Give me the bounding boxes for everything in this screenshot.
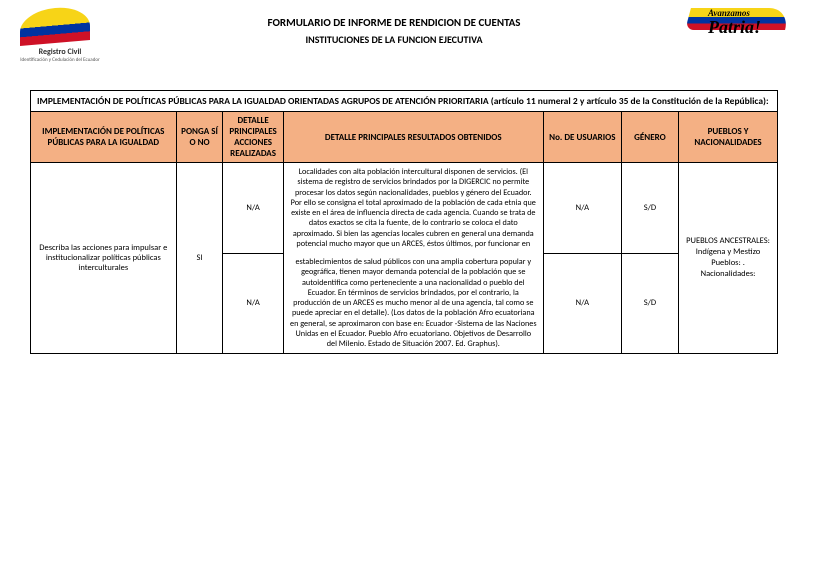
cell-usuarios-2: N/A bbox=[543, 253, 621, 354]
cell-acciones: Describa las acciones para impulsar e in… bbox=[31, 163, 177, 354]
section-title-row: IMPLEMENTACIÓN DE POLÍTICAS PÚBLICAS PAR… bbox=[31, 91, 778, 112]
page-header: Registro Civil Identificación y Cedulaci… bbox=[0, 0, 818, 90]
cell-detalle-resultados-1: Localidades con alta población intercult… bbox=[283, 163, 543, 254]
col-header-6: GÉNERO bbox=[621, 112, 678, 163]
logo-registro-civil: Registro Civil Identificación y Cedulaci… bbox=[20, 8, 100, 68]
header-titles: FORMULARIO DE INFORME DE RENDICION DE CU… bbox=[100, 8, 688, 46]
cell-si-no: SI bbox=[176, 163, 223, 354]
cell-usuarios-1: N/A bbox=[543, 163, 621, 254]
col-header-7: PUEBLOS Y NACIONALIDADES bbox=[679, 112, 778, 163]
header-title-1: FORMULARIO DE INFORME DE RENDICION DE CU… bbox=[100, 16, 688, 29]
cell-detalle-acciones-2: N/A bbox=[223, 253, 283, 354]
col-header-1: IMPLEMENTACIÓN DE POLÍTICAS PÚBLICAS PAR… bbox=[31, 112, 177, 163]
cell-genero-1: S/D bbox=[621, 163, 678, 254]
cell-detalle-resultados-2: establecimientos de salud públicos con u… bbox=[283, 253, 543, 354]
main-table: IMPLEMENTACIÓN DE POLÍTICAS PÚBLICAS PAR… bbox=[30, 90, 778, 354]
cell-genero-2: S/D bbox=[621, 253, 678, 354]
content-area: IMPLEMENTACIÓN DE POLÍTICAS PÚBLICAS PAR… bbox=[0, 90, 818, 354]
header-title-2: INSTITUCIONES DE LA FUNCION EJECUTIVA bbox=[100, 33, 688, 46]
col-header-5: No. DE USUARIOS bbox=[543, 112, 621, 163]
col-header-2: PONGA SÍ O NO bbox=[176, 112, 223, 163]
data-row-1: Describa las acciones para impulsar e in… bbox=[31, 163, 778, 254]
column-header-row: IMPLEMENTACIÓN DE POLÍTICAS PÚBLICAS PAR… bbox=[31, 112, 778, 163]
logo-right-text: Avanzamos Patria! bbox=[708, 10, 761, 38]
cell-detalle-acciones-1: N/A bbox=[223, 163, 283, 254]
cell-pueblos: PUEBLOS ANCESTRALES: Indígena y Mestizo … bbox=[679, 163, 778, 354]
section-title-cell: IMPLEMENTACIÓN DE POLÍTICAS PÚBLICAS PAR… bbox=[31, 91, 778, 112]
col-header-3: DETALLE PRINCIPALES ACCIONES REALIZADAS bbox=[223, 112, 283, 163]
ecuador-flag-icon bbox=[20, 5, 90, 46]
col-header-4: DETALLE PRINCIPALES RESULTADOS OBTENIDOS bbox=[283, 112, 543, 163]
logo-patria: Avanzamos Patria! bbox=[688, 8, 798, 58]
logo-left-text: Registro Civil bbox=[20, 47, 100, 57]
logo-left-subtext: Identificación y Cedulación del Ecuador bbox=[20, 57, 100, 63]
